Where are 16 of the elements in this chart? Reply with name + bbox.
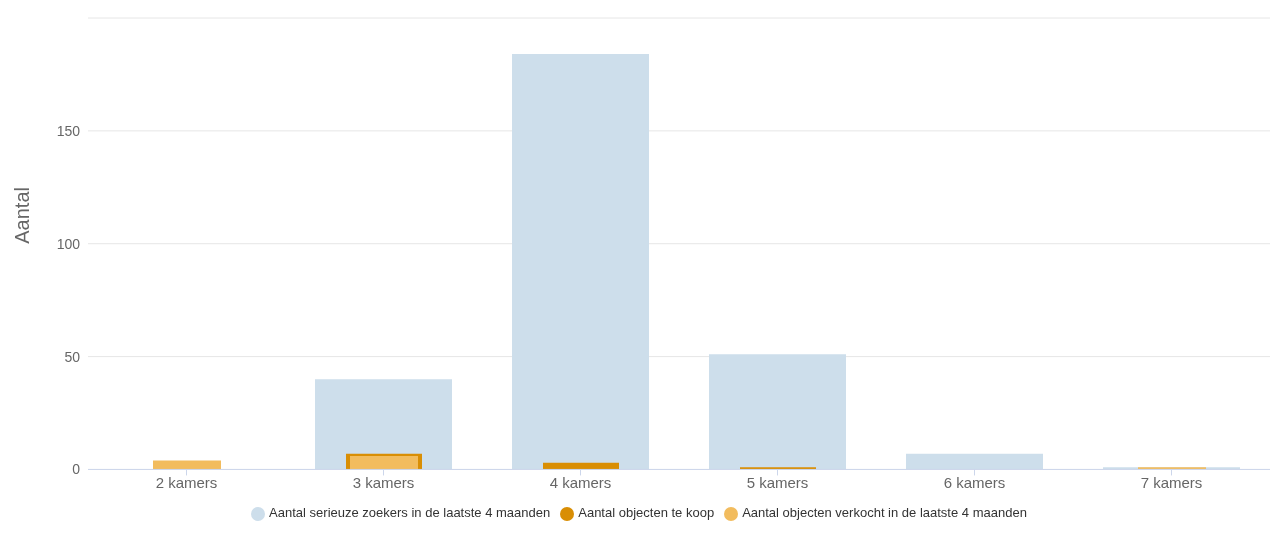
legend-label: Aantal objecten verkocht in de laatste 4 maanden [742, 505, 1027, 521]
y-tick-label: 150 [56, 122, 81, 139]
y-tick-label: 50 [64, 348, 81, 365]
x-tick-label: 2 kamers [155, 474, 218, 492]
x-tick-label: 4 kamers [549, 474, 612, 492]
y-tick-label: 100 [56, 235, 81, 252]
bar [350, 455, 418, 470]
x-tick-label: 3 kamers [352, 474, 415, 492]
x-tick-label: 5 kamers [746, 474, 809, 492]
legend-label: Aantal objecten te koop [578, 505, 715, 521]
y-axis-title: Aantal [11, 187, 34, 244]
x-tick-label: 6 kamers [943, 474, 1006, 492]
bar [153, 460, 221, 470]
y-tick-label: 0 [72, 461, 81, 478]
x-tick-label: 7 kamers [1140, 474, 1203, 492]
legend-label: Aantal serieuze zoekers in de laatste 4 maanden [269, 505, 551, 521]
